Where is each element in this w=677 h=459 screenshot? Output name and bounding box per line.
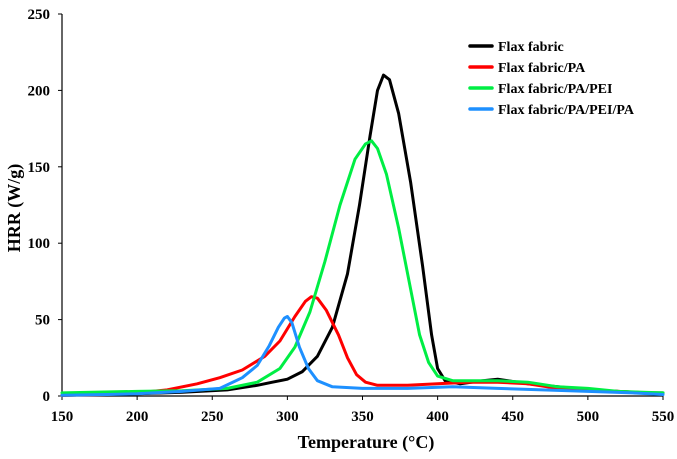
x-axis-label: Temperature (°C)	[298, 432, 435, 453]
legend-label: Flax fabric/PA/PEI	[498, 82, 612, 97]
x-tick-label: 350	[351, 409, 374, 425]
series-layer	[60, 73, 665, 397]
legend-label: Flax fabric/PA/PEI/PA	[498, 103, 635, 118]
y-axis: 0 50 100 150 200 250	[28, 7, 63, 405]
y-axis-label: HRR (W/g)	[4, 164, 25, 253]
x-tick-label: 150	[51, 409, 74, 425]
series-line-flax-fabric-pa-pei	[60, 139, 665, 395]
series-line-flax-fabric-pa	[60, 295, 665, 397]
x-tick-label: 300	[276, 409, 299, 425]
series-line-flax-fabric-pa-pei-pa	[60, 315, 665, 397]
x-tick-label: 400	[426, 409, 449, 425]
y-tick-label: 250	[28, 7, 51, 23]
x-axis: 150 200 250 300 350 400 450 500 550	[51, 395, 675, 425]
y-tick-label: 150	[28, 160, 51, 176]
x-tick-label: 550	[652, 409, 675, 425]
legend-label: Flax fabric/PA	[498, 61, 586, 76]
y-tick-label: 100	[28, 236, 51, 252]
series-line-flax-fabric	[60, 73, 665, 397]
x-tick-label: 250	[201, 409, 224, 425]
y-tick-label: 200	[28, 83, 51, 99]
y-tick-label: 0	[43, 389, 51, 405]
x-tick-label: 500	[577, 409, 600, 425]
y-tick-label: 50	[35, 313, 50, 329]
legend-label: Flax fabric	[498, 40, 564, 55]
x-tick-label: 450	[502, 409, 525, 425]
legend: Flax fabric Flax fabric/PA Flax fabric/PA/…	[468, 40, 635, 118]
x-tick-label: 200	[126, 409, 149, 425]
